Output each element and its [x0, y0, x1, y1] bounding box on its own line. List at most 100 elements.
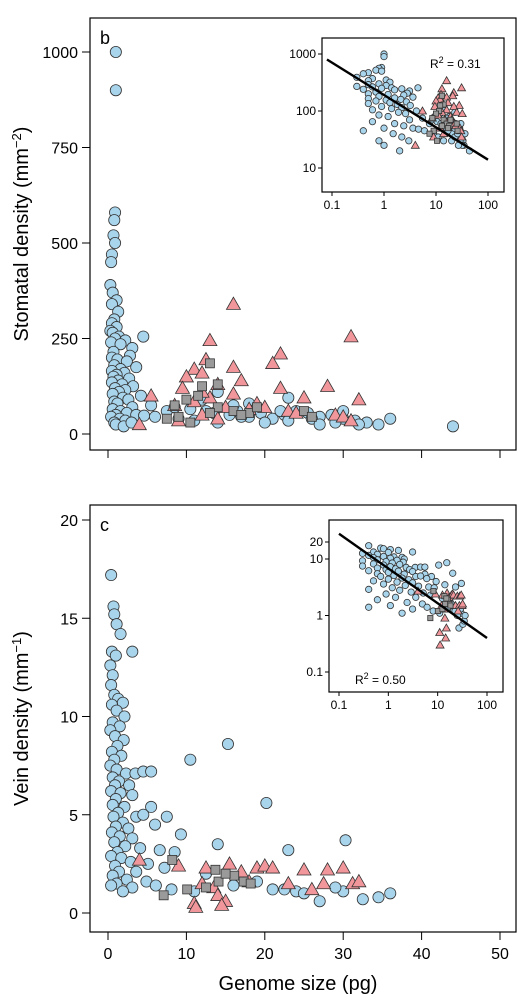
inset-x-tick-label: 0.1: [324, 198, 341, 212]
y-tick-label: 1000: [42, 45, 78, 62]
inset-data-point-square: [454, 127, 461, 134]
inset-data-point-triangle: [456, 590, 466, 599]
inset-r-squared: R2 = 0.31: [430, 55, 481, 71]
inset-data-point-circle: [378, 102, 386, 111]
inset-data-point-circle: [401, 581, 409, 590]
inset-data-point-triangle: [456, 132, 467, 141]
inset-data-point-circle: [407, 588, 415, 596]
data-point-circle: [158, 861, 171, 874]
inset-data-point-square: [432, 110, 439, 117]
inset-data-point-circle: [387, 105, 396, 113]
y-axis-title: Stomatal density (mm−2): [9, 127, 34, 342]
inset-data-point-triangle: [457, 108, 467, 118]
data-point-square: [306, 411, 317, 422]
inset-data-point-circle: [394, 108, 403, 116]
data-point-circle: [384, 412, 397, 425]
data-point-triangle: [272, 345, 289, 360]
inset-data-point-triangle: [453, 606, 463, 615]
data-point-square: [167, 855, 178, 865]
y-axis-unit-exponent: −2: [9, 133, 24, 148]
inset-data-point-circle: [401, 110, 410, 118]
data-point-triangle: [210, 887, 226, 901]
inset-data-point-circle: [384, 112, 392, 121]
data-point-triangle: [202, 332, 218, 347]
inset-data-point-circle: [409, 93, 417, 101]
inset-data-point-circle: [405, 137, 413, 145]
inset-data-point-circle: [393, 578, 401, 586]
inset-y-tick-label: 1000: [289, 47, 316, 61]
data-point-circle: [126, 645, 139, 658]
x-tick-label: 0: [104, 946, 113, 963]
data-point-circle: [108, 214, 121, 227]
data-point-circle: [130, 865, 143, 878]
inset-data-point-square: [438, 92, 445, 99]
data-point-triangle: [264, 355, 281, 369]
y-axis-close-paren: ): [11, 127, 33, 134]
data-point-square: [229, 870, 240, 881]
data-point-square: [299, 406, 309, 416]
x-axis-title: Genome size (pg): [219, 973, 378, 995]
data-point-circle: [313, 418, 326, 431]
inset-data-point-circle: [378, 84, 386, 92]
inset-data-point-circle: [365, 542, 373, 550]
data-point-triangle: [178, 368, 195, 383]
data-point-circle: [149, 879, 162, 892]
inset-data-point-square: [447, 602, 454, 609]
y-tick-label: 10: [60, 710, 78, 727]
inset-data-point-circle: [379, 580, 388, 588]
data-point-triangle: [351, 873, 367, 888]
data-point-square: [210, 864, 221, 875]
inset-data-point-square: [447, 116, 454, 123]
y-axis-title: Vein density (mm−1): [9, 631, 34, 806]
data-point-circle: [109, 84, 122, 97]
inset-y-tick-label: 1: [316, 609, 323, 623]
data-point-square: [173, 411, 184, 422]
data-point-circle: [329, 881, 342, 894]
inset-r-squared: R2 = 0.50: [355, 671, 406, 687]
data-point-square: [181, 394, 192, 405]
r-squared-value: = 0.31: [444, 57, 481, 71]
data-point-triangle: [335, 859, 351, 874]
data-point-circle: [227, 879, 240, 892]
inset-y-tick-label: 0.1: [306, 665, 323, 679]
inset-data-point-circle: [375, 137, 383, 145]
inset-data-point-circle: [439, 137, 448, 145]
panel-letter: b: [100, 28, 110, 48]
data-point-triangle: [296, 389, 312, 404]
inset-data-point-square: [430, 588, 437, 595]
inset-data-point-circle: [441, 581, 449, 589]
y-axis-close-paren: ): [11, 631, 33, 638]
data-point-square: [161, 413, 172, 424]
data-point-triangle: [351, 391, 367, 406]
inset-x-tick-label: 0.1: [331, 698, 348, 712]
inset-data-point-circle: [396, 147, 404, 155]
inset-data-point-triangle: [440, 613, 450, 622]
data-point-circle: [145, 765, 158, 778]
data-point-circle: [108, 608, 121, 621]
data-point-circle: [266, 883, 279, 896]
data-point-circle: [109, 649, 122, 662]
inset-data-point-triangle: [452, 107, 462, 116]
inset-data-point-triangle: [417, 106, 428, 115]
inset-data-point-circle: [391, 120, 399, 128]
inset-plot: 0.1 1 10 100 0.1 1 10 20 R2 = 0.50: [298, 512, 506, 712]
inset-data-point-square: [427, 615, 434, 622]
inset-data-point-circle: [358, 562, 367, 570]
data-point-triangle: [319, 861, 336, 876]
inset-data-point-circle: [421, 563, 429, 571]
inset-x-tick-label: 1: [385, 698, 392, 712]
data-point-circle: [114, 627, 127, 640]
inset-data-point-circle: [416, 572, 425, 580]
inset-data-point-circle: [412, 593, 420, 601]
data-point-circle: [446, 420, 459, 433]
data-point-circle: [149, 818, 162, 831]
data-point-circle: [126, 789, 139, 802]
data-point-triangle: [264, 859, 281, 874]
inset-y-tick-label: 10: [310, 552, 324, 566]
inset-data-point-square: [437, 102, 444, 109]
inset-data-point-circle: [391, 86, 399, 94]
inset-data-point-circle: [353, 82, 361, 91]
inset-data-point-circle: [369, 577, 378, 585]
data-point-circle: [184, 753, 197, 766]
